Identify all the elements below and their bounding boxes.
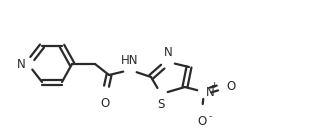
Text: O: O xyxy=(197,115,207,128)
Text: N: N xyxy=(17,58,26,70)
Text: O: O xyxy=(226,80,235,92)
Text: O: O xyxy=(100,97,109,110)
Text: N: N xyxy=(206,86,215,99)
Text: S: S xyxy=(157,98,165,111)
Text: +: + xyxy=(210,81,218,91)
Text: -: - xyxy=(208,113,212,121)
Text: HN: HN xyxy=(121,54,139,67)
Text: N: N xyxy=(164,46,172,59)
